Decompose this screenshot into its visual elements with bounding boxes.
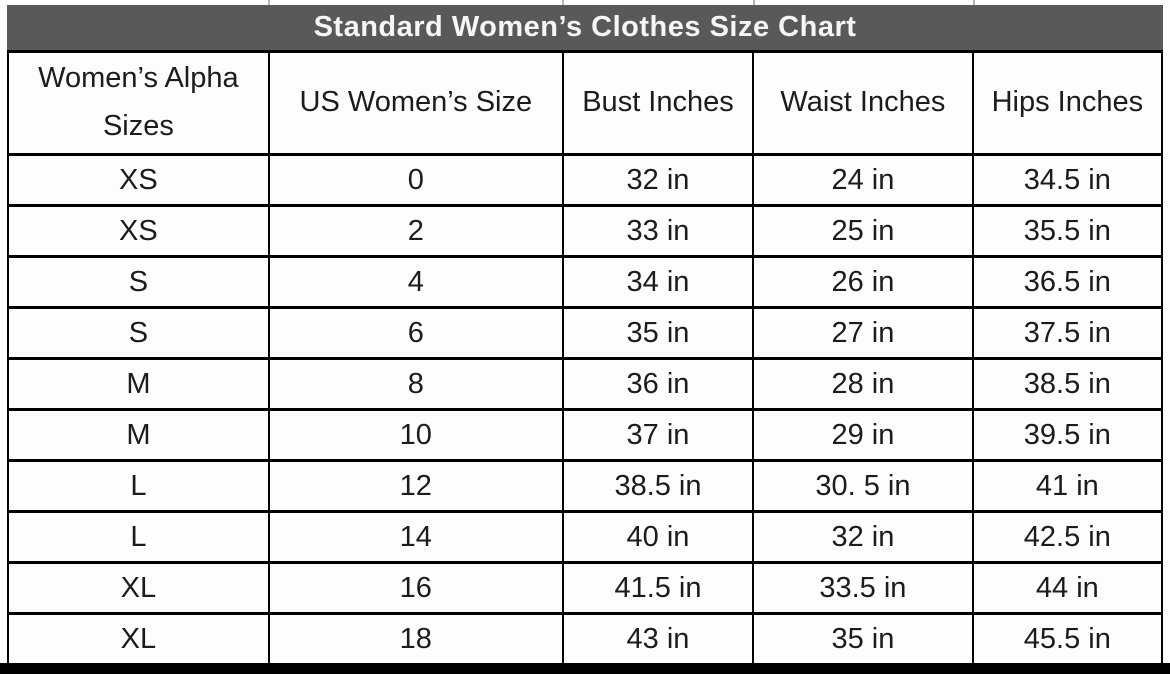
cell-us-size: 12 [267,459,564,513]
cell-alpha-size: XS [7,204,270,258]
cell-bust: 43 in [561,612,755,666]
cell-waist: 30. 5 in [752,459,974,513]
cell-hips: 38.5 in [971,357,1164,411]
gridline-tick [753,0,755,5]
cell-hips: 41 in [971,459,1164,513]
cell-bust: 41.5 in [561,561,755,615]
cell-hips: 39.5 in [971,408,1164,462]
cell-bust: 35 in [561,306,755,360]
cell-alpha-size: S [7,306,270,360]
cell-hips: 45.5 in [971,612,1164,666]
cell-waist: 25 in [752,204,974,258]
cell-alpha-size: L [7,510,270,564]
cell-alpha-size: M [7,408,270,462]
cell-waist: 28 in [752,357,974,411]
page-title: Standard Women’s Clothes Size Chart [313,11,857,43]
cell-alpha-size: M [7,357,270,411]
cell-alpha-size: XL [7,612,270,666]
table-row: M 10 37 in 29 in 39.5 in [7,408,1164,462]
column-header-bust: Bust Inches [561,50,755,156]
cell-us-size: 2 [267,204,564,258]
table-row: XL 18 43 in 35 in 45.5 in [7,612,1164,666]
cell-alpha-size: XS [7,153,270,207]
table-row: M 8 36 in 28 in 38.5 in [7,357,1164,411]
cell-bust: 38.5 in [561,459,755,513]
cell-alpha-size: S [7,255,270,309]
table-row: S 4 34 in 26 in 36.5 in [7,255,1164,309]
size-table-body: XS 0 32 in 24 in 34.5 in XS 2 33 in 25 i… [7,153,1164,666]
cell-waist: 27 in [752,306,974,360]
table-row: XL 16 41.5 in 33.5 in 44 in [7,561,1164,615]
cell-hips: 44 in [971,561,1164,615]
cell-us-size: 4 [267,255,564,309]
top-gridline-strip [0,0,1170,5]
size-chart-table: Women’s Alpha Sizes US Women’s Size Bust… [7,50,1164,666]
cell-bust: 37 in [561,408,755,462]
cell-waist: 32 in [752,510,974,564]
cell-alpha-size: XL [7,561,270,615]
cell-waist: 33.5 in [752,561,974,615]
table-row: L 12 38.5 in 30. 5 in 41 in [7,459,1164,513]
cell-bust: 34 in [561,255,755,309]
cell-us-size: 8 [267,357,564,411]
cell-hips: 35.5 in [971,204,1164,258]
column-header-hips: Hips Inches [971,50,1164,156]
cell-us-size: 10 [267,408,564,462]
cell-us-size: 16 [267,561,564,615]
size-table-header: Women’s Alpha Sizes US Women’s Size Bust… [7,50,1164,156]
cell-hips: 37.5 in [971,306,1164,360]
table-row: XS 0 32 in 24 in 34.5 in [7,153,1164,207]
cell-us-size: 0 [267,153,564,207]
cell-bust: 33 in [561,204,755,258]
table-row: L 14 40 in 32 in 42.5 in [7,510,1164,564]
header-row: Women’s Alpha Sizes US Women’s Size Bust… [7,50,1164,156]
table-row: XS 2 33 in 25 in 35.5 in [7,204,1164,258]
cell-waist: 26 in [752,255,974,309]
column-header-us-size: US Women’s Size [267,50,564,156]
gridline-tick [562,0,564,5]
cell-us-size: 18 [267,612,564,666]
cell-hips: 36.5 in [971,255,1164,309]
bottom-crop-bar [0,663,1170,674]
gridline-tick [268,0,270,5]
column-header-alpha-sizes: Women’s Alpha Sizes [7,50,270,156]
cell-hips: 42.5 in [971,510,1164,564]
cell-alpha-size: L [7,459,270,513]
cell-hips: 34.5 in [971,153,1164,207]
cell-bust: 32 in [561,153,755,207]
table-row: S 6 35 in 27 in 37.5 in [7,306,1164,360]
cell-waist: 29 in [752,408,974,462]
column-header-waist: Waist Inches [752,50,974,156]
table-title-bar: Standard Women’s Clothes Size Chart [7,5,1163,50]
cell-bust: 40 in [561,510,755,564]
cell-waist: 24 in [752,153,974,207]
cell-us-size: 14 [267,510,564,564]
gridline-tick [973,0,975,5]
cell-us-size: 6 [267,306,564,360]
cell-waist: 35 in [752,612,974,666]
cell-bust: 36 in [561,357,755,411]
